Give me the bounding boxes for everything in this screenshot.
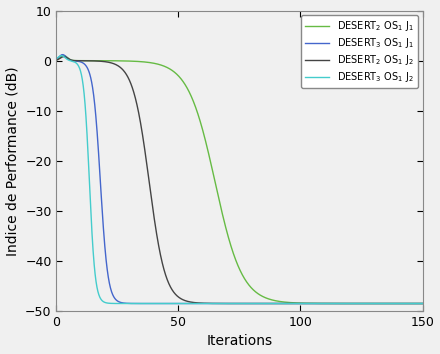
DESERT$_2$ OS$_1$ J$_1$ xyxy=(342,301,348,306)
DESERT$_3$ OS$_1$ J$_2$ xyxy=(73,60,78,64)
Line: DESERT$_3$ OS$_1$ J$_1$: DESERT$_3$ OS$_1$ J$_1$ xyxy=(56,55,422,303)
DESERT$_3$ OS$_1$ J$_2$ xyxy=(193,301,198,306)
DESERT$_3$ OS$_1$ J$_1$ xyxy=(222,301,227,306)
DESERT$_2$ OS$_1$ J$_2$ xyxy=(61,55,66,59)
DESERT$_2$ OS$_1$ J$_1$ xyxy=(222,222,227,227)
Y-axis label: Indice de Performance (dB): Indice de Performance (dB) xyxy=(6,66,19,256)
DESERT$_2$ OS$_1$ J$_2$ xyxy=(73,58,78,63)
Legend: DESERT$_2$ OS$_1$ J$_1$, DESERT$_3$ OS$_1$ J$_1$, DESERT$_2$ OS$_1$ J$_2$, DESER: DESERT$_2$ OS$_1$ J$_1$, DESERT$_3$ OS$_… xyxy=(301,16,418,88)
Line: DESERT$_2$ OS$_1$ J$_2$: DESERT$_2$ OS$_1$ J$_2$ xyxy=(56,57,422,303)
DESERT$_3$ OS$_1$ J$_2$ xyxy=(420,301,425,306)
DESERT$_3$ OS$_1$ J$_2$ xyxy=(223,301,228,306)
DESERT$_3$ OS$_1$ J$_2$ xyxy=(232,301,238,306)
DESERT$_3$ OS$_1$ J$_2$ xyxy=(410,301,415,306)
Line: DESERT$_3$ OS$_1$ J$_2$: DESERT$_3$ OS$_1$ J$_2$ xyxy=(56,56,422,303)
DESERT$_3$ OS$_1$ J$_1$ xyxy=(73,59,78,63)
DESERT$_2$ OS$_1$ J$_2$ xyxy=(54,58,59,62)
DESERT$_2$ OS$_1$ J$_1$ xyxy=(232,255,237,259)
DESERT$_3$ OS$_1$ J$_1$ xyxy=(420,301,425,306)
DESERT$_2$ OS$_1$ J$_2$ xyxy=(222,301,227,306)
DESERT$_2$ OS$_1$ J$_2$ xyxy=(420,301,425,306)
DESERT$_3$ OS$_1$ J$_1$ xyxy=(54,57,59,61)
DESERT$_2$ OS$_1$ J$_1$ xyxy=(73,58,78,63)
DESERT$_2$ OS$_1$ J$_2$ xyxy=(409,301,414,306)
DESERT$_3$ OS$_1$ J$_2$ xyxy=(54,56,59,61)
DESERT$_2$ OS$_1$ J$_1$ xyxy=(409,301,414,306)
DESERT$_2$ OS$_1$ J$_1$ xyxy=(420,301,425,306)
DESERT$_3$ OS$_1$ J$_2$ xyxy=(342,301,348,306)
DESERT$_3$ OS$_1$ J$_2$ xyxy=(59,53,64,58)
DESERT$_3$ OS$_1$ J$_1$ xyxy=(410,301,415,306)
DESERT$_3$ OS$_1$ J$_2$ xyxy=(410,301,415,306)
DESERT$_2$ OS$_1$ J$_1$ xyxy=(61,53,66,58)
DESERT$_3$ OS$_1$ J$_1$ xyxy=(232,301,237,306)
Line: DESERT$_2$ OS$_1$ J$_1$: DESERT$_2$ OS$_1$ J$_1$ xyxy=(56,56,422,303)
DESERT$_2$ OS$_1$ J$_1$ xyxy=(54,58,59,62)
DESERT$_2$ OS$_1$ J$_2$ xyxy=(410,301,415,306)
DESERT$_3$ OS$_1$ J$_1$ xyxy=(237,301,242,306)
DESERT$_2$ OS$_1$ J$_2$ xyxy=(342,301,348,306)
DESERT$_2$ OS$_1$ J$_1$ xyxy=(410,301,415,306)
DESERT$_3$ OS$_1$ J$_1$ xyxy=(410,301,415,306)
DESERT$_3$ OS$_1$ J$_1$ xyxy=(60,52,65,57)
DESERT$_2$ OS$_1$ J$_2$ xyxy=(232,301,237,306)
X-axis label: Iterations: Iterations xyxy=(206,335,272,348)
DESERT$_3$ OS$_1$ J$_1$ xyxy=(342,301,348,306)
